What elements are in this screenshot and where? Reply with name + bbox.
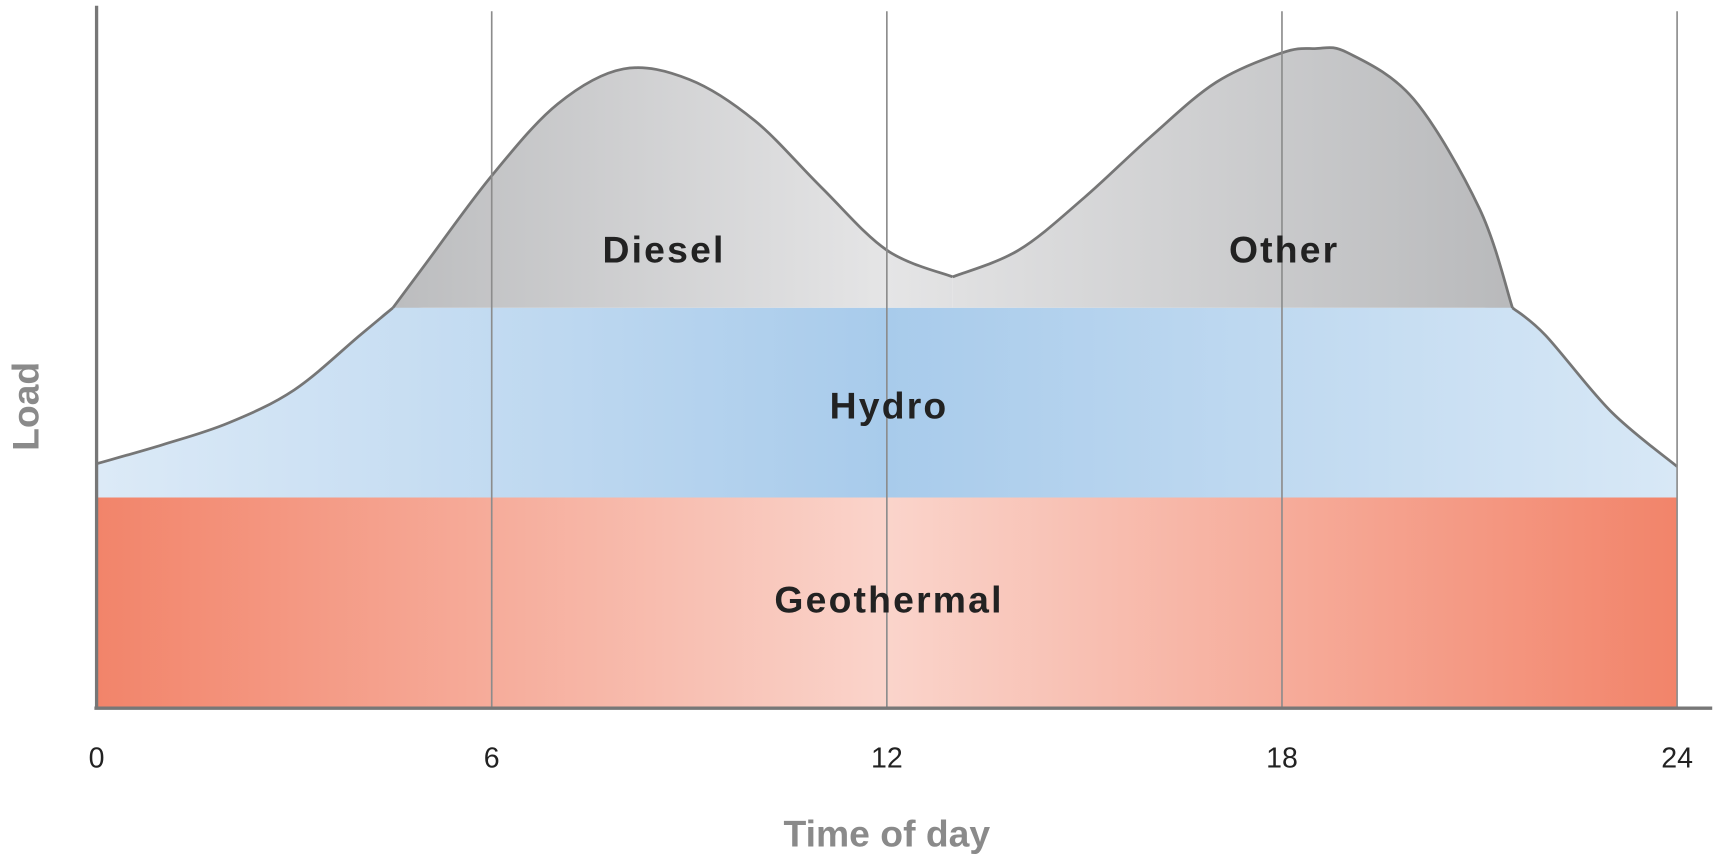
- area-2: [392, 67, 953, 308]
- load-outline: [1511, 306, 1678, 468]
- x-tick-label: 18: [1266, 742, 1298, 774]
- area-label: Hydro: [830, 384, 949, 426]
- load-outline: [391, 66, 954, 309]
- load-outline: [96, 306, 394, 466]
- area-label: Diesel: [603, 229, 726, 271]
- area-label: Other: [1229, 229, 1339, 271]
- y-axis-title: Load: [4, 362, 46, 451]
- x-tick-label: 24: [1661, 742, 1693, 774]
- area-label: Geothermal: [774, 579, 1003, 621]
- x-tick-label: 12: [871, 742, 903, 774]
- x-axis-title: Time of day: [784, 812, 991, 854]
- x-tick-label: 6: [484, 742, 500, 774]
- x-tick-label: 0: [89, 742, 105, 774]
- area-3: [952, 47, 1513, 308]
